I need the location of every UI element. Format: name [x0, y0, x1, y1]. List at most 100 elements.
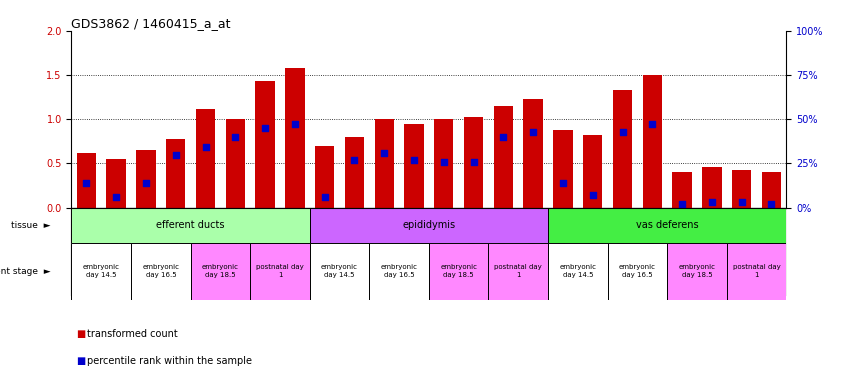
Bar [667, 243, 727, 300]
Text: embryonic
day 18.5: embryonic day 18.5 [440, 265, 477, 278]
Bar [578, 208, 607, 296]
Bar [131, 243, 191, 300]
Point [467, 159, 480, 165]
Point [407, 157, 420, 163]
Bar [673, 172, 692, 208]
Point [586, 192, 600, 198]
Bar [762, 172, 781, 208]
Bar [251, 243, 309, 300]
Bar [548, 208, 786, 243]
Bar [494, 106, 513, 208]
Bar [607, 243, 667, 300]
Text: tissue  ►: tissue ► [11, 221, 50, 230]
Bar [727, 243, 786, 300]
Bar [374, 119, 394, 208]
Bar [340, 208, 369, 296]
Bar [220, 208, 251, 296]
Point [288, 121, 302, 127]
Bar [196, 109, 215, 208]
Point [80, 180, 93, 186]
Bar [757, 208, 786, 296]
Text: ■: ■ [76, 356, 85, 366]
Text: vas deferens: vas deferens [636, 220, 699, 230]
Point [437, 159, 451, 165]
Bar [309, 208, 548, 243]
Bar [518, 208, 548, 296]
Bar [315, 146, 335, 208]
Bar [464, 118, 484, 208]
Text: embryonic
day 16.5: embryonic day 16.5 [381, 265, 418, 278]
Bar [369, 208, 399, 296]
Point [198, 144, 212, 151]
Bar [548, 243, 607, 300]
Bar [429, 208, 458, 296]
Point [705, 199, 718, 205]
Text: percentile rank within the sample: percentile rank within the sample [87, 356, 251, 366]
Bar [637, 208, 667, 296]
Text: efferent ducts: efferent ducts [156, 220, 225, 230]
Point [258, 125, 272, 131]
Bar [434, 119, 453, 208]
Bar [345, 137, 364, 208]
Bar [285, 68, 304, 208]
Bar [523, 99, 542, 208]
Point [735, 199, 748, 205]
Bar [166, 139, 185, 208]
Text: postnatal day
1: postnatal day 1 [495, 265, 542, 278]
Point [616, 128, 629, 135]
Point [556, 180, 569, 186]
Text: postnatal day
1: postnatal day 1 [257, 265, 304, 278]
Text: GDS3862 / 1460415_a_at: GDS3862 / 1460415_a_at [71, 17, 231, 30]
Bar [399, 208, 429, 296]
Bar [458, 208, 489, 296]
Bar [583, 135, 602, 208]
Point [318, 194, 331, 200]
Bar [667, 208, 697, 296]
Point [526, 128, 540, 135]
Point [229, 134, 242, 140]
Bar [369, 243, 429, 300]
Text: embryonic
day 18.5: embryonic day 18.5 [679, 265, 716, 278]
Bar [732, 170, 751, 208]
Bar [191, 243, 251, 300]
Point [169, 151, 182, 157]
Bar [131, 208, 161, 296]
Bar [280, 208, 309, 296]
Text: ■: ■ [76, 329, 85, 339]
Bar [702, 167, 722, 208]
Bar [77, 153, 96, 208]
Point [109, 194, 123, 200]
Bar [309, 243, 369, 300]
Text: embryonic
day 16.5: embryonic day 16.5 [142, 265, 179, 278]
Bar [251, 208, 280, 296]
Text: embryonic
day 14.5: embryonic day 14.5 [82, 265, 119, 278]
Bar [548, 208, 578, 296]
Text: embryonic
day 14.5: embryonic day 14.5 [559, 265, 596, 278]
Bar [71, 243, 131, 300]
Bar [489, 243, 548, 300]
Text: embryonic
day 16.5: embryonic day 16.5 [619, 265, 656, 278]
Point [140, 180, 153, 186]
Bar [107, 159, 126, 208]
Point [497, 134, 510, 140]
Bar [191, 208, 220, 296]
Bar [613, 90, 632, 208]
Bar [161, 208, 191, 296]
Text: transformed count: transformed count [87, 329, 177, 339]
Text: embryonic
day 18.5: embryonic day 18.5 [202, 265, 239, 278]
Bar [71, 208, 101, 296]
Point [675, 201, 689, 207]
Bar [136, 150, 156, 208]
Bar [489, 208, 518, 296]
Text: development stage  ►: development stage ► [0, 267, 50, 276]
Bar [553, 130, 573, 208]
Text: postnatal day
1: postnatal day 1 [733, 265, 780, 278]
Bar [697, 208, 727, 296]
Bar [429, 243, 489, 300]
Bar [607, 208, 637, 296]
Bar [309, 208, 340, 296]
Point [347, 157, 361, 163]
Point [646, 121, 659, 127]
Bar [405, 124, 424, 208]
Text: epididymis: epididymis [402, 220, 456, 230]
